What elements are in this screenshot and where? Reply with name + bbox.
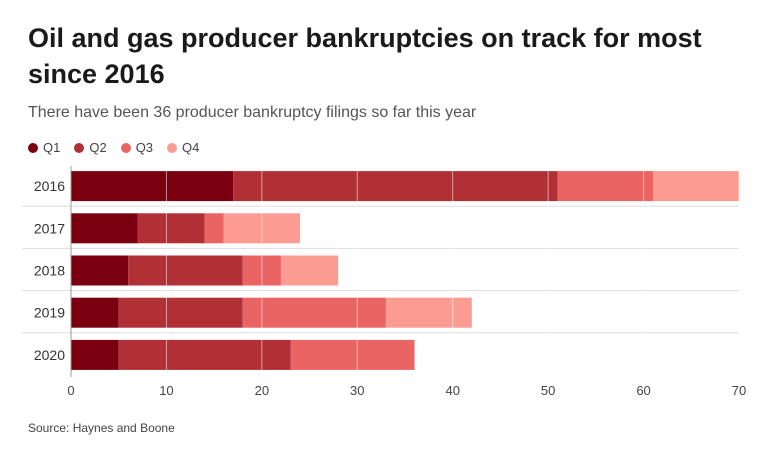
category-label-2018: 2018 [34,263,65,279]
bar-q2-2019 [118,297,243,328]
x-tick-label-70: 70 [732,383,746,398]
bar-q4-2016 [653,171,739,202]
bar-q2-2017 [137,213,205,244]
category-label-2019: 2019 [34,305,65,321]
legend-item-q4: Q4 [167,140,199,155]
bar-q4-2018 [280,255,339,286]
legend-item-q2: Q2 [74,140,107,155]
legend: Q1 Q2 Q3 Q4 [28,140,199,155]
bar-q3-2019 [242,297,386,328]
bar-chart: 2016 2017 2018 2019 2020 0 10 20 30 40 50 60 70 [22,166,746,398]
legend-label-q3: Q3 [135,140,154,155]
legend-swatch-q3 [120,142,131,153]
bar-q3-2016 [557,171,654,202]
bar-q2-2016 [233,171,558,202]
legend-swatch-q2 [74,142,85,153]
bar-q1-2016 [71,171,234,202]
x-tick-label-40: 40 [445,383,459,398]
legend-label-q4: Q4 [182,140,200,155]
bar-q1-2017 [71,213,138,244]
legend-swatch-q4 [167,142,178,153]
legend-item-q1: Q1 [28,140,60,155]
legend-item-q3: Q3 [120,140,154,155]
category-label-2017: 2017 [34,220,65,236]
bar-q1-2020 [71,339,119,370]
x-tick-label-10: 10 [159,383,173,398]
category-label-2020: 2020 [34,347,65,363]
legend-label-q2: Q2 [89,140,107,155]
x-tick-label-0: 0 [67,383,74,398]
bar-q4-2019 [385,297,472,328]
x-tick-label-60: 60 [636,383,650,398]
chart-subtitle: There have been 36 producer bankruptcy f… [28,104,477,121]
legend-label-q1: Q1 [43,140,61,155]
legend-swatch-q1 [28,142,38,153]
x-tick-label-20: 20 [255,383,269,398]
bar-q3-2017 [204,213,224,244]
bar-q2-2020 [118,339,291,370]
source-note: Source: Haynes and Boone [28,421,175,435]
category-label-2016: 2016 [34,178,65,194]
x-tick-label-50: 50 [541,383,555,398]
bar-q3-2020 [290,339,415,370]
bar-q2-2018 [128,255,243,286]
bar-q1-2019 [71,297,119,328]
bar-q1-2018 [71,255,129,286]
chart-title: Oil and gas producer bankruptcies on tra… [28,23,702,89]
x-tick-label-30: 30 [350,383,364,398]
